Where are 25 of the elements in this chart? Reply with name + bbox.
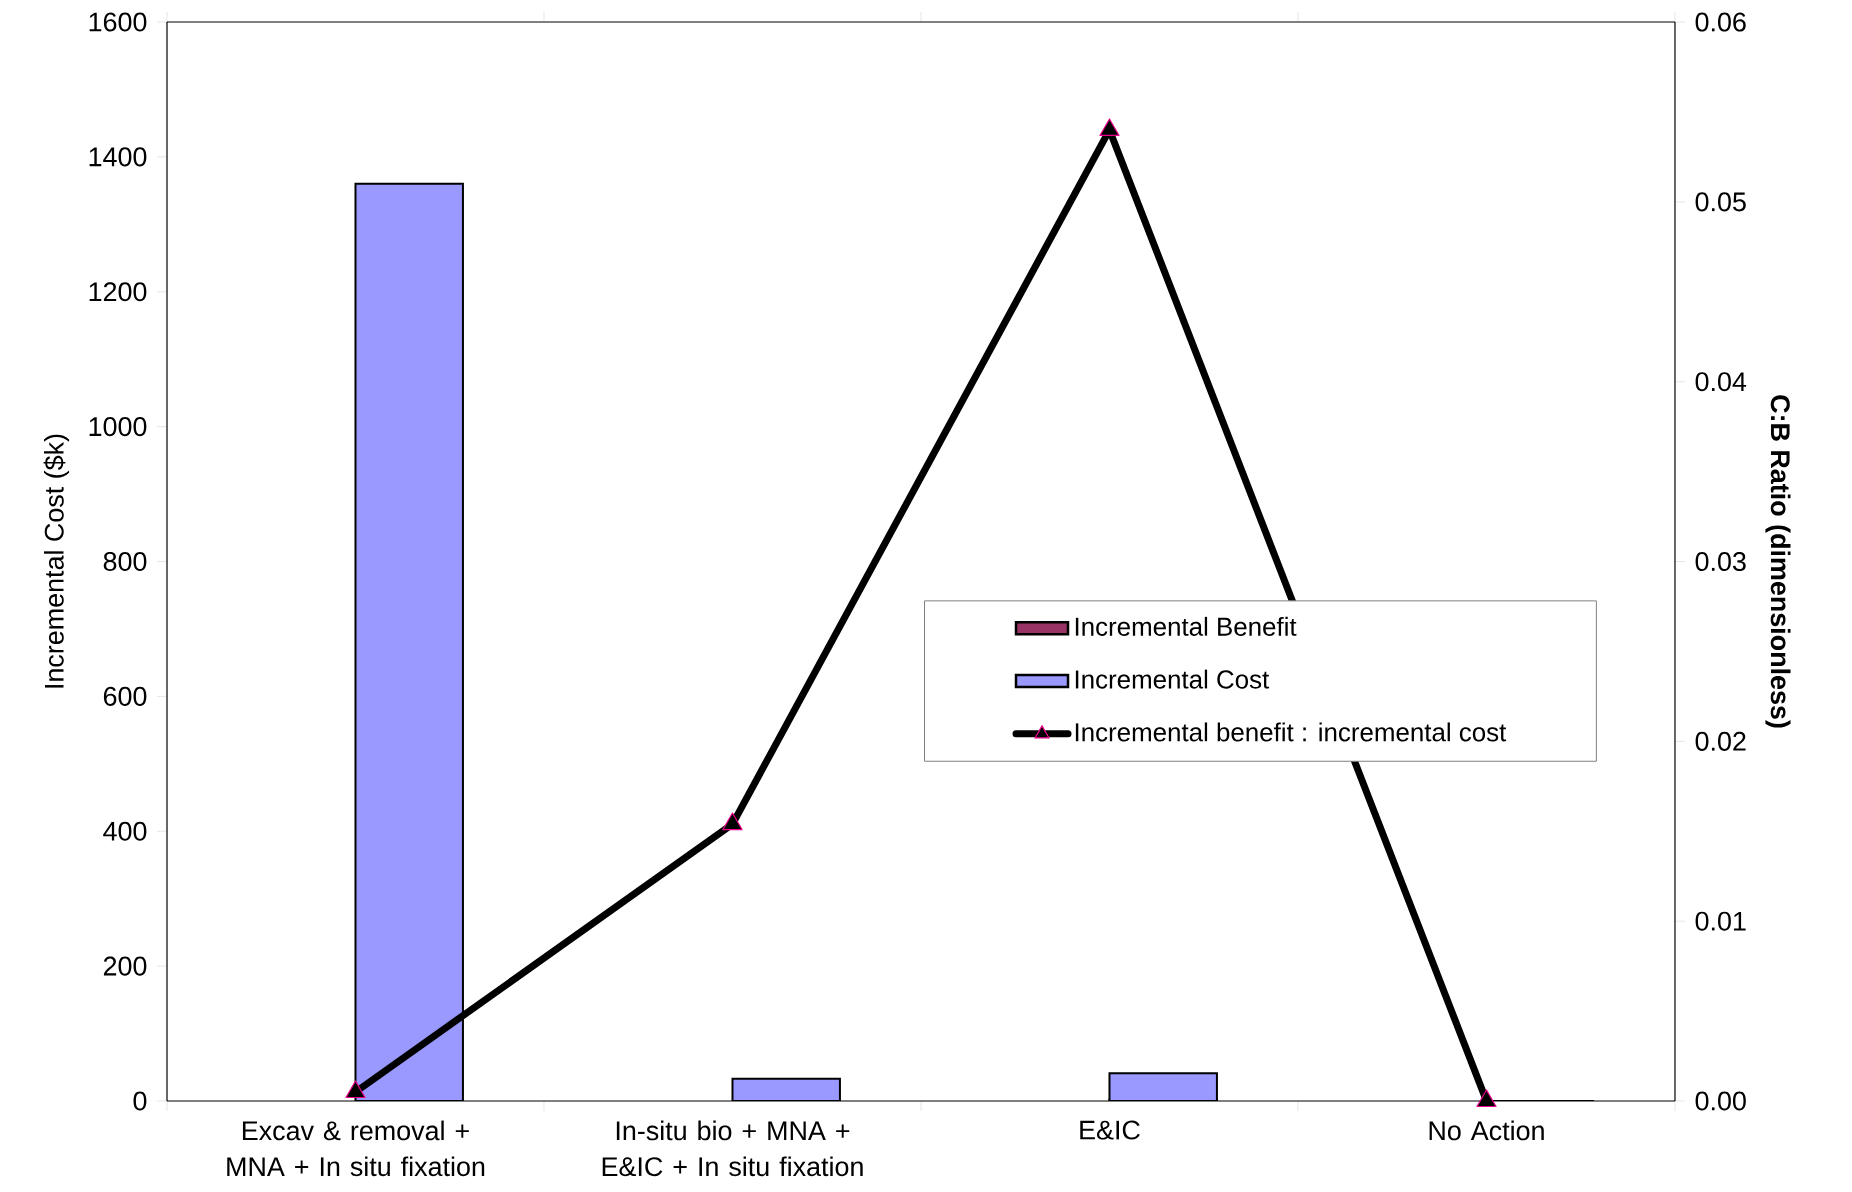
y-tick-label: 1600 <box>89 12 147 32</box>
x-tick-label: No Action <box>1429 1120 1544 1141</box>
y-tick-label: 200 <box>103 956 147 976</box>
x-tick-label: Excav & removal + MNA + In situ fixation <box>227 1120 485 1177</box>
y2-tick-label: 0.04 <box>1695 372 1747 392</box>
x-tick-label: In-situ bio + MNA + E&IC + In situ fixation <box>602 1120 863 1177</box>
y-tick-label: 1400 <box>89 147 147 167</box>
y-tick-label: 400 <box>103 821 147 841</box>
y2-tick-label: 0.00 <box>1695 1091 1746 1111</box>
y-tick-label: 1200 <box>89 282 147 302</box>
y-tick-label: 1000 <box>89 417 147 437</box>
y2-tick-label: 0.03 <box>1695 552 1746 572</box>
y-tick-label: 600 <box>103 686 147 706</box>
y2-tick-label: 0.05 <box>1695 192 1746 212</box>
legend-label: Incremental benefit : incremental cost <box>1075 722 1507 742</box>
y2-tick-label: 0.02 <box>1695 731 1746 751</box>
y2-tick-label: 0.06 <box>1695 12 1746 32</box>
x-tick-label: E&IC <box>1080 1120 1140 1140</box>
legend-label: Incremental Cost <box>1075 669 1270 689</box>
y2-axis-title: C:B Ratio (dimensionless) <box>1765 395 1791 728</box>
y2-tick-label: 0.01 <box>1695 911 1746 931</box>
y-tick-label: 0 <box>133 1091 147 1111</box>
y-tick-label: 800 <box>103 551 147 572</box>
y-axis-title: Incremental Cost ($k) <box>43 434 70 688</box>
legend-label: Incremental Benefit <box>1075 616 1297 636</box>
